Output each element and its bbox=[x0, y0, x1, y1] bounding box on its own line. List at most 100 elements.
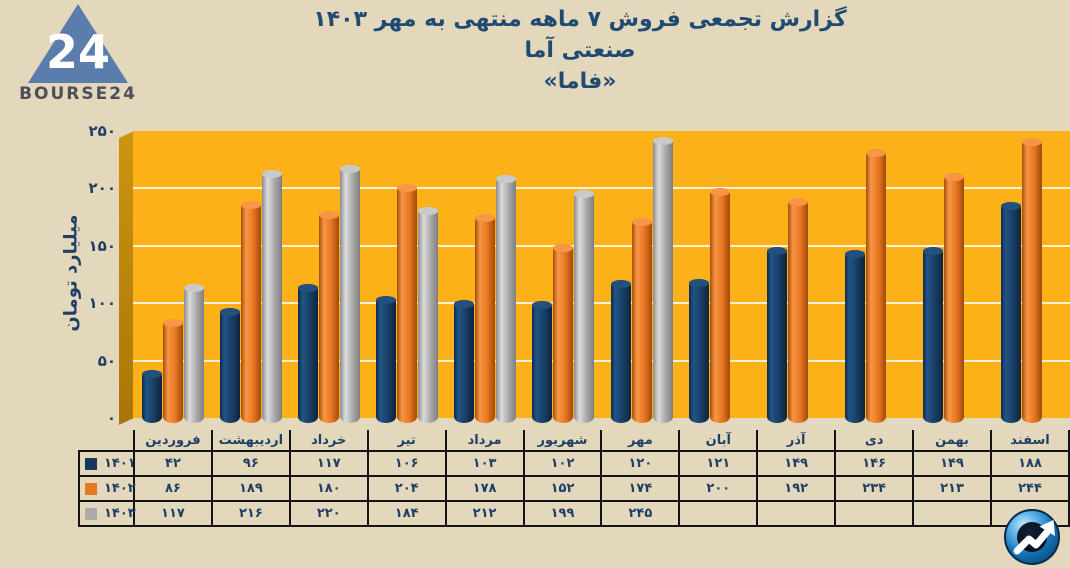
title-line-2: صنعتی آما bbox=[524, 38, 636, 63]
legend-year-label: ۱۴۰۲ bbox=[104, 481, 136, 496]
bar-۱۴۰۳-تیر bbox=[418, 206, 439, 423]
value-cell-۱۴۰۳-فروردین: ۱۱۷ bbox=[133, 500, 213, 527]
trend-arrow-icon bbox=[1013, 520, 1055, 555]
bar-۱۴۰۲-مهر bbox=[631, 218, 652, 423]
bar-۱۴۰۲-فروردین bbox=[163, 319, 183, 423]
bar-۱۴۰۱-شهریور bbox=[532, 300, 553, 423]
value-cell-۱۴۰۱-مرداد: ۱۰۳ bbox=[444, 450, 525, 477]
value-cell-۱۴۰۱-خرداد: ۱۱۷ bbox=[288, 450, 369, 477]
logo-triangle-icon: 24 bbox=[28, 4, 128, 83]
bar-۱۴۰۲-تیر bbox=[397, 183, 418, 423]
y-tick-label: ۵۰ bbox=[97, 351, 116, 370]
table-row: ۱۴۰۱ ۴۲ ۹۶ ۱۱۷ ۱۰۶ ۱۰۳ ۱۰۲ ۱۲۰ ۱۲۱ ۱۴۹ ۱۴۶ ۱۴۹ ۱۸۸ bbox=[78, 450, 1070, 477]
legend-year-label: ۱۴۰۳ bbox=[104, 506, 136, 521]
value-cell-۱۴۰۱-آبان: ۱۲۱ bbox=[678, 450, 759, 477]
month-header: بهمن bbox=[912, 430, 992, 452]
logo-wordmark: BOURSE24 bbox=[19, 84, 137, 104]
value-cell-۱۴۰۲-فروردین: ۸۶ bbox=[133, 475, 213, 502]
month-header: تیر bbox=[366, 430, 447, 452]
bar-۱۴۰۳-شهریور bbox=[574, 189, 595, 423]
bar-۱۴۰۲-اسفند bbox=[1021, 137, 1042, 423]
bar-۱۴۰۲-مرداد bbox=[475, 213, 496, 423]
value-cell-۱۴۰۱-آذر: ۱۴۹ bbox=[756, 450, 837, 477]
chart-title: گزارش تجمعی فروش ۷ ماهه منتهی به مهر ۱۴۰… bbox=[150, 4, 1010, 97]
month-header: فروردین bbox=[133, 430, 213, 452]
trend-circle-icon bbox=[1004, 509, 1060, 565]
month-header: خرداد bbox=[288, 430, 369, 452]
bar-۱۴۰۱-آبان bbox=[688, 279, 709, 423]
value-cell-۱۴۰۱-اردیبهشت: ۹۶ bbox=[210, 450, 291, 477]
y-tick-label: ۲۰۰ bbox=[88, 179, 116, 198]
value-cell-۱۴۰۳-آذر bbox=[756, 500, 837, 527]
y-axis-title: میلیارد تومان bbox=[60, 214, 82, 332]
value-cell-۱۴۰۲-مهر: ۱۷۴ bbox=[600, 475, 681, 502]
value-cell-۱۴۰۱-اسفند: ۱۸۸ bbox=[989, 450, 1070, 477]
month-header: آبان bbox=[678, 430, 759, 452]
value-cell-۱۴۰۳-شهریور: ۱۹۹ bbox=[522, 500, 603, 527]
value-cell-۱۴۰۲-تیر: ۲۰۴ bbox=[366, 475, 447, 502]
bar-۱۴۰۱-بهمن bbox=[922, 246, 943, 423]
value-cell-۱۴۰۳-دی bbox=[834, 500, 915, 527]
bar-۱۴۰۲-بهمن bbox=[943, 173, 964, 423]
bar-۱۴۰۲-آبان bbox=[709, 188, 730, 423]
value-cell-۱۴۰۱-تیر: ۱۰۶ bbox=[366, 450, 447, 477]
value-cell-۱۴۰۱-شهریور: ۱۰۲ bbox=[522, 450, 603, 477]
month-header: مهر bbox=[600, 430, 681, 452]
value-cell-۱۴۰۱-فروردین: ۴۲ bbox=[133, 450, 213, 477]
gridline bbox=[133, 187, 1070, 190]
y-tick-label: ۱۰۰ bbox=[88, 294, 116, 313]
gridline bbox=[133, 302, 1070, 305]
bar-۱۴۰۳-مرداد bbox=[496, 174, 517, 423]
value-cell-۱۴۰۲-مرداد: ۱۷۸ bbox=[444, 475, 525, 502]
bar-۱۴۰۲-اردیبهشت bbox=[241, 201, 262, 423]
bar-۱۴۰۳-اردیبهشت bbox=[262, 170, 283, 423]
bar-۱۴۰۳-مهر bbox=[652, 136, 673, 423]
bar-۱۴۰۱-مهر bbox=[610, 280, 631, 423]
legend-cell-۱۴۰۱: ۱۴۰۱ bbox=[78, 450, 136, 477]
bar-۱۴۰۱-خرداد bbox=[298, 283, 319, 423]
y-axis-tick-labels: ۰ ۵۰ ۱۰۰ ۱۵۰ ۲۰۰ ۲۵۰ bbox=[82, 122, 122, 427]
gridline bbox=[133, 359, 1070, 362]
value-cell-۱۴۰۱-مهر: ۱۲۰ bbox=[600, 450, 681, 477]
bar-۱۴۰۱-فروردین bbox=[142, 369, 162, 423]
value-cell-۱۴۰۲-آبان: ۲۰۰ bbox=[678, 475, 759, 502]
bar-۱۴۰۳-فروردین bbox=[184, 283, 204, 423]
month-header: اردیبهشت bbox=[210, 430, 291, 452]
y-tick-label: ۰ bbox=[106, 409, 116, 427]
bar-۱۴۰۱-اردیبهشت bbox=[220, 307, 241, 423]
legend-swatch-icon bbox=[85, 507, 97, 520]
month-header: دی bbox=[834, 430, 915, 452]
legend-swatch-icon bbox=[85, 457, 97, 470]
value-cell-۱۴۰۲-اسفند: ۲۴۴ bbox=[989, 475, 1070, 502]
logo-mark: 24 bbox=[46, 25, 110, 79]
table-corner bbox=[79, 430, 134, 451]
value-cell-۱۴۰۳-خرداد: ۲۲۰ bbox=[288, 500, 369, 527]
value-cell-۱۴۰۲-شهریور: ۱۵۲ bbox=[522, 475, 603, 502]
bar-۱۴۰۲-آذر bbox=[787, 197, 808, 423]
bar-۱۴۰۳-خرداد bbox=[340, 165, 361, 423]
month-header: آذر bbox=[756, 430, 837, 452]
bar-۱۴۰۲-شهریور bbox=[553, 243, 574, 423]
title-line-1: گزارش تجمعی فروش ۷ ماهه منتهی به مهر ۱۴۰… bbox=[313, 7, 847, 32]
value-cell-۱۴۰۱-دی: ۱۴۶ bbox=[834, 450, 915, 477]
value-cell-۱۴۰۳-مهر: ۲۴۵ bbox=[600, 500, 681, 527]
value-cell-۱۴۰۳-آبان bbox=[678, 500, 759, 527]
bar-۱۴۰۲-دی bbox=[865, 149, 886, 423]
value-cell-۱۴۰۳-مرداد: ۲۱۲ bbox=[444, 500, 525, 527]
y-tick-label: ۱۵۰ bbox=[88, 236, 116, 255]
bar-۱۴۰۱-تیر bbox=[376, 296, 397, 423]
legend-cell-۱۴۰۳: ۱۴۰۳ bbox=[78, 500, 136, 527]
value-cell-۱۴۰۳-اردیبهشت: ۲۱۶ bbox=[210, 500, 291, 527]
legend-year-label: ۱۴۰۱ bbox=[104, 456, 136, 471]
value-cell-۱۴۰۳-تیر: ۱۸۴ bbox=[366, 500, 447, 527]
month-header: اسفند bbox=[989, 430, 1070, 452]
title-line-3: «فاما» bbox=[543, 69, 617, 94]
legend-swatch-icon bbox=[85, 482, 97, 495]
bar-۱۴۰۱-آذر bbox=[766, 246, 787, 423]
value-cell-۱۴۰۲-دی: ۲۳۴ bbox=[834, 475, 915, 502]
table-row: ۱۴۰۳ ۱۱۷ ۲۱۶ ۲۲۰ ۱۸۴ ۲۱۲ ۱۹۹ ۲۴۵ bbox=[78, 500, 1070, 527]
value-cell-۱۴۰۲-بهمن: ۲۱۳ bbox=[912, 475, 992, 502]
value-cell-۱۴۰۱-بهمن: ۱۴۹ bbox=[912, 450, 992, 477]
bar-۱۴۰۱-مرداد bbox=[454, 299, 475, 423]
gridline bbox=[133, 244, 1070, 247]
